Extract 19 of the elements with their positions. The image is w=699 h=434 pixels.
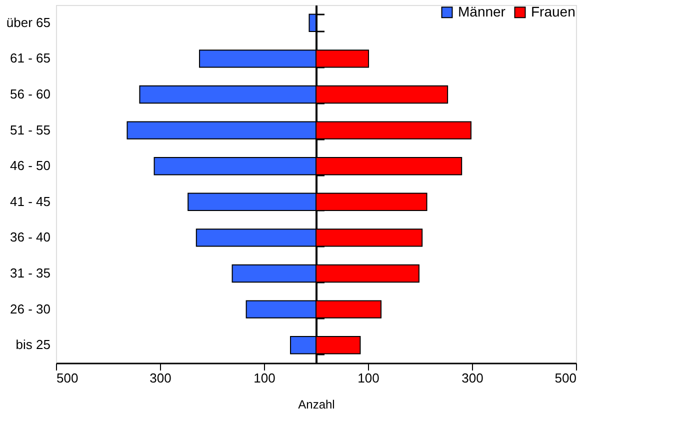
x-tick-label: 100 [254,370,276,386]
x-tick-label: 300 [150,370,172,386]
y-tick-label: 46 - 50 [10,158,50,174]
legend-label: Männer [458,3,506,20]
y-tick-label: 26 - 30 [10,301,50,316]
y-tick-label: 51 - 55 [10,122,50,138]
x-tick-label: 500 [56,370,78,386]
y-tick-label: 56 - 60 [10,86,50,102]
x-tick-label: 500 [554,370,576,386]
x-axis-title: Anzahl [298,398,335,412]
x-tick-label: 100 [358,370,380,386]
y-tick-label: 41 - 45 [10,194,50,209]
y-tick-label: bis 25 [16,337,50,352]
legend-label: Frauen [531,3,576,20]
y-tick-label: 61 - 65 [10,50,50,66]
x-tick-label: 300 [462,370,484,386]
y-tick-label: über 65 [6,14,50,30]
y-tick-label: 36 - 40 [10,230,50,245]
y-tick-label: 31 - 35 [10,266,50,280]
